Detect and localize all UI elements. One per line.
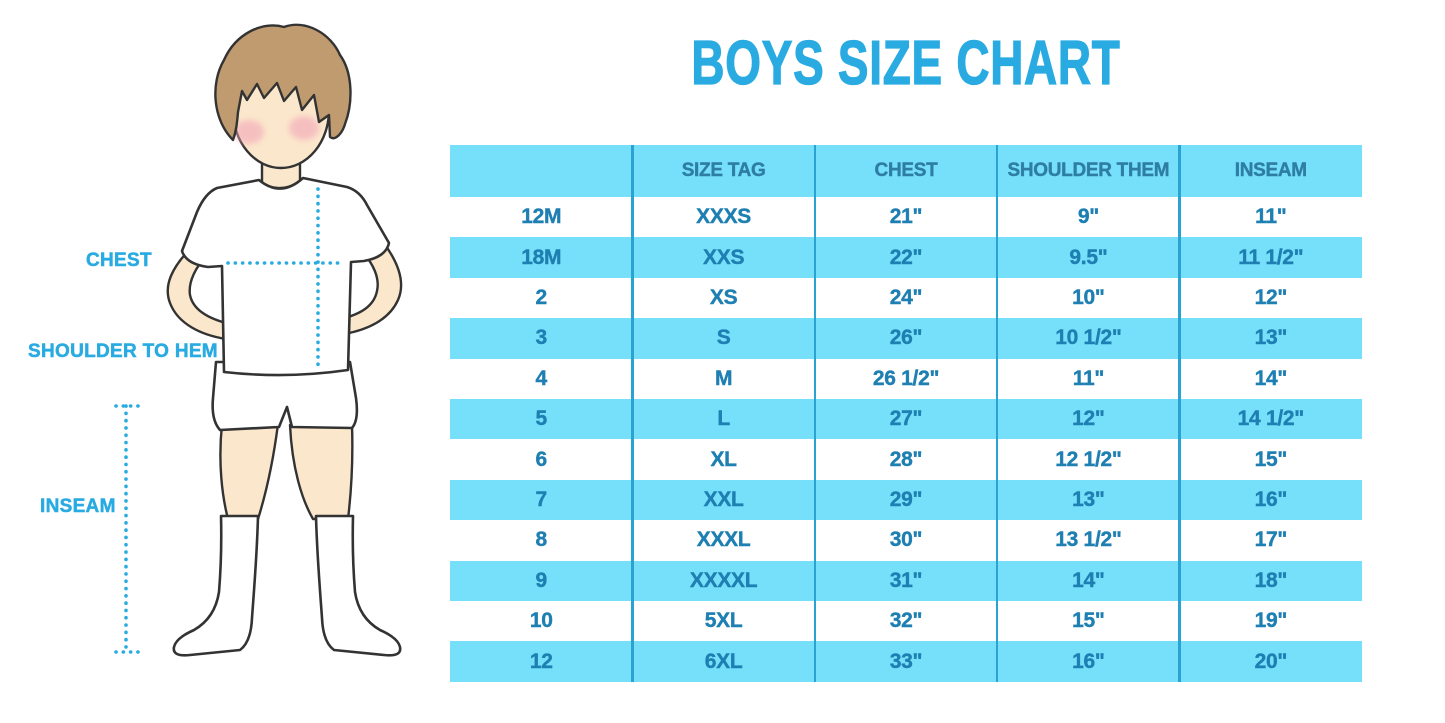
table-cell: 27" xyxy=(889,407,923,431)
boy-right-sock xyxy=(314,514,402,657)
table-cell: XXL xyxy=(703,488,744,512)
table-cell: 32" xyxy=(889,609,923,633)
table-cell: 12 xyxy=(529,649,553,673)
table-cell: XL xyxy=(710,447,737,471)
table-cell: 13" xyxy=(1254,326,1287,350)
table-row-12M: 12M XXXS 21" 9" 11" xyxy=(450,197,1362,238)
table-cell: 3 xyxy=(535,326,547,350)
table-cell: 24" xyxy=(889,286,923,310)
table-cell: 19" xyxy=(1254,609,1287,633)
page-title: BOYS SIZE CHART xyxy=(691,28,1121,98)
table-cell: 12" xyxy=(1072,407,1105,431)
column-divider xyxy=(813,145,817,682)
size-table: SIZE TAG CHEST SHOULDER THEM INSEAM 12M XXXS… xyxy=(450,145,1362,682)
blush-left-cheek xyxy=(234,120,264,144)
table-cell: XXXXL xyxy=(689,568,758,592)
table-body: 12M XXXS 21" 9" 11" 18M XXS 22" 9.5" 11 1/2" 2 XS 24… xyxy=(450,197,1362,682)
table-cell: XS xyxy=(709,286,738,310)
table-cell: XXXS xyxy=(696,205,752,229)
table-cell: 21" xyxy=(889,205,923,229)
column-divider xyxy=(631,145,634,682)
table-row-12: 12 6XL 33" 16" 20" xyxy=(450,641,1362,682)
column-divider xyxy=(995,145,999,682)
table-row-9: 9 XXXXL 31" 14" 18" xyxy=(450,560,1362,602)
table-cell: 9" xyxy=(1077,205,1100,229)
blush-right-cheek xyxy=(289,116,319,140)
inseam-measure-label: INSEAM xyxy=(40,496,116,518)
table-cell: 15" xyxy=(1254,447,1287,471)
table-row-6: 6 XL 28" 12 1/2" 15" xyxy=(450,439,1362,480)
table-cell: 12" xyxy=(1254,286,1287,310)
table-cell: 18" xyxy=(1254,568,1287,592)
table-row-4: 4 M 26 1/2" 11" 14" xyxy=(450,358,1362,400)
table-cell: 20" xyxy=(1254,649,1287,673)
table-cell: 9.5" xyxy=(1069,245,1108,269)
table-cell: 11" xyxy=(1072,366,1105,390)
table-cell: 13" xyxy=(1072,488,1105,512)
table-cell: 29" xyxy=(889,488,923,512)
boy-shorts xyxy=(211,360,359,432)
column-header-blank xyxy=(450,145,632,197)
column-header-chest: CHEST xyxy=(874,160,938,181)
table-cell: 6XL xyxy=(704,649,743,673)
boy-tshirt xyxy=(180,176,391,377)
table-cell: 5XL xyxy=(704,609,743,633)
table-cell: 12M xyxy=(521,205,562,229)
table-cell: 28" xyxy=(889,447,923,471)
table-cell: 10 1/2" xyxy=(1055,326,1122,350)
table-cell: XXS xyxy=(703,245,745,269)
boy-left-leg xyxy=(219,422,280,521)
table-row-5: 5 L 27" 12" 14 1/2" xyxy=(450,399,1362,440)
table-cell: 7 xyxy=(535,488,547,512)
table-cell: 6 xyxy=(535,447,547,471)
table-cell: 5 xyxy=(535,407,547,431)
table-cell: 2 xyxy=(535,286,547,310)
table-cell: 31" xyxy=(889,568,923,592)
table-cell: 17" xyxy=(1254,528,1287,552)
table-header-row: SIZE TAG CHEST SHOULDER THEM INSEAM xyxy=(450,145,1362,197)
chest-measure-label: CHEST xyxy=(86,250,152,272)
table-cell: 18M xyxy=(521,245,562,269)
table-cell: S xyxy=(716,326,731,350)
table-cell: 26 1/2" xyxy=(872,366,940,390)
table-cell: 16" xyxy=(1072,649,1105,673)
table-cell: M xyxy=(714,366,733,390)
table-cell: 13 1/2" xyxy=(1055,528,1122,552)
table-cell: 11" xyxy=(1255,205,1287,229)
table-cell: 14" xyxy=(1254,366,1287,390)
table-row-18M: 18M XXS 22" 9.5" 11 1/2" xyxy=(450,237,1362,278)
table-cell: 15" xyxy=(1072,609,1105,633)
table-row-3: 3 S 26" 10 1/2" 13" xyxy=(450,318,1362,359)
boy-hair xyxy=(214,23,352,142)
table-cell: 12 1/2" xyxy=(1055,447,1122,471)
table-cell: 10 xyxy=(529,609,553,633)
table-cell: 22" xyxy=(889,245,923,269)
column-divider xyxy=(1178,145,1181,682)
table-cell: 14" xyxy=(1072,568,1105,592)
table-cell: L xyxy=(717,407,730,431)
table-cell: XXXL xyxy=(696,528,751,552)
table-cell: 4 xyxy=(535,366,547,390)
boy-left-sock xyxy=(172,514,260,657)
table-row-2: 2 XS 24" 10" 12" xyxy=(450,277,1362,319)
column-header-size-tag: SIZE TAG xyxy=(681,160,766,181)
table-cell: 26" xyxy=(889,326,923,350)
table-cell: 14 1/2" xyxy=(1237,407,1304,431)
boy-right-leg xyxy=(288,423,354,521)
table-row-7: 7 XXL 29" 13" 16" xyxy=(450,479,1362,521)
shoulder-to-hem-measure-label: SHOULDER TO HEM xyxy=(28,341,218,363)
table-cell: 33" xyxy=(889,649,923,673)
table-cell: 9 xyxy=(535,568,547,592)
column-header-inseam: INSEAM xyxy=(1234,160,1308,181)
table-cell: 30" xyxy=(889,528,923,552)
column-header-shoulder-them: SHOULDER THEM xyxy=(1007,160,1170,181)
table-cell: 11 1/2" xyxy=(1238,245,1304,269)
table-cell: 8 xyxy=(535,528,547,552)
boy-measurement-illustration xyxy=(114,23,403,657)
table-row-8: 8 XXXL 30" 13 1/2" 17" xyxy=(450,520,1362,561)
table-cell: 16" xyxy=(1254,488,1287,512)
table-cell: 10" xyxy=(1072,286,1105,310)
table-row-10: 10 5XL 32" 15" 19" xyxy=(450,601,1362,642)
